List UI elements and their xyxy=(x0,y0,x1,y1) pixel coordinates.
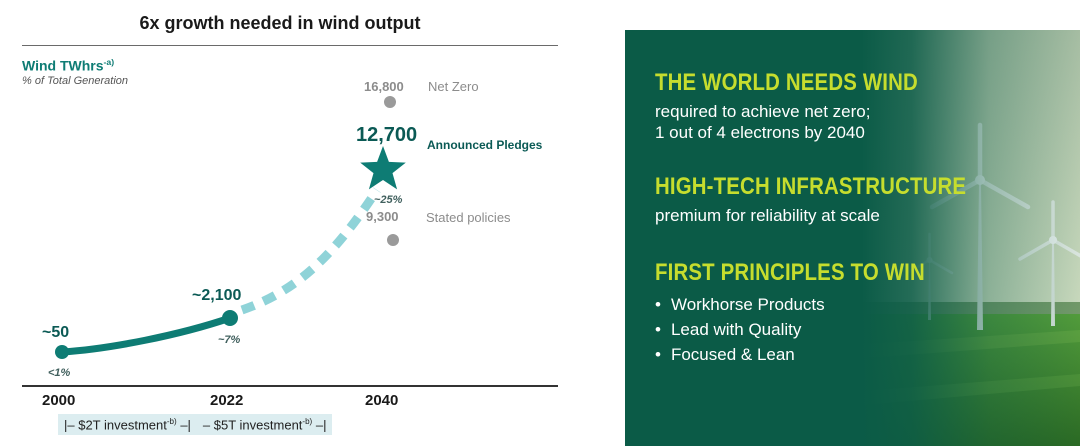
stated-policies-value: 9,300 xyxy=(366,209,399,224)
list-item: • Workhorse Products xyxy=(655,293,1062,318)
section-first-principles: FIRST PRINCIPLES TO WIN • Workhorse Produ… xyxy=(655,260,1062,367)
bracket: –| xyxy=(312,417,327,433)
x-tick-2040: 2040 xyxy=(365,392,399,409)
investment-2t: |– $2T investment-b) –| xyxy=(58,414,197,436)
section-body: required to achieve net zero; 1 out of 4… xyxy=(655,101,1062,144)
investment-annotations: |– $2T investment-b) –| – $5T investment… xyxy=(58,414,333,436)
point-2022-marker xyxy=(222,310,238,326)
stated-policies-marker xyxy=(387,234,399,246)
announced-pledges-value: 12,700 xyxy=(356,124,418,146)
pct-2040: ~25% xyxy=(374,194,403,206)
investment-2t-label: $2T investment xyxy=(78,417,167,433)
pct-2000: <1% xyxy=(48,367,71,379)
bracket: |– xyxy=(64,417,79,433)
x-tick-2000: 2000 xyxy=(42,392,76,409)
section-heading-text: HIGH-TECH INFRASTRUCTURE xyxy=(655,172,967,200)
announced-pledges-label: Announced Pledges xyxy=(427,138,543,152)
bracket: – xyxy=(202,417,214,433)
point-2000-marker xyxy=(55,345,69,359)
bullet-icon: • xyxy=(655,344,661,364)
x-axis-line xyxy=(22,385,558,387)
section-heading: THE WORLD NEEDS WIND xyxy=(655,70,1062,95)
investment-5t-label: $5T investment xyxy=(213,417,303,433)
chart-title: 6x growth needed in wind output xyxy=(139,13,421,33)
bracket: –| xyxy=(176,417,191,433)
key-messages-panel: THE WORLD NEEDS WIND required to achieve… xyxy=(625,30,1080,446)
investment-5t: – $5T investment-b) –| xyxy=(196,414,333,436)
panel-content: THE WORLD NEEDS WIND required to achieve… xyxy=(625,30,1080,446)
body-line: required to achieve net zero; xyxy=(655,102,871,122)
wind-growth-chart: 6x growth needed in wind output Wind TWh… xyxy=(22,13,558,436)
y-axis-label-text: Wind TWhrs xyxy=(22,57,104,74)
section-heading-text: THE WORLD NEEDS WIND xyxy=(655,69,918,96)
principles-list: • Workhorse Products • Lead with Quality •… xyxy=(655,293,1062,367)
x-tick-2022: 2022 xyxy=(210,392,244,409)
section-heading-text: FIRST PRINCIPLES TO WIN xyxy=(655,259,925,287)
list-item: • Lead with Quality xyxy=(655,318,1062,343)
body-line: premium for reliability at scale xyxy=(655,205,880,225)
net-zero-marker xyxy=(384,96,396,108)
list-item: • Focused & Lean xyxy=(655,343,1062,368)
section-body: premium for reliability at scale xyxy=(655,205,1062,226)
green-overlay xyxy=(625,30,1080,446)
y-axis-sublabel: % of Total Generation xyxy=(22,75,128,87)
investment-2t-footnote: -b) xyxy=(166,417,177,426)
net-zero-value: 16,800 xyxy=(364,79,404,94)
list-item-text: Workhorse Products xyxy=(670,295,825,315)
section-heading: FIRST PRINCIPLES TO WIN xyxy=(655,260,1062,285)
projection-dashed-line xyxy=(240,187,381,315)
chart-plot-svg xyxy=(55,96,406,359)
value-2022: ~2,100 xyxy=(192,287,242,304)
investment-5t-footnote: -b) xyxy=(302,417,313,426)
section-high-tech-infrastructure: HIGH-TECH INFRASTRUCTURE premium for rel… xyxy=(655,172,1062,226)
stated-policies-label: Stated policies xyxy=(426,210,511,225)
title-underline xyxy=(22,45,558,46)
historical-line xyxy=(58,314,234,356)
list-item-text: Focused & Lean xyxy=(670,344,795,364)
star-icon xyxy=(360,146,406,190)
net-zero-label: Net Zero xyxy=(428,79,479,94)
section-world-needs-wind: THE WORLD NEEDS WIND required to achieve… xyxy=(655,70,1062,144)
y-axis-label: Wind TWhrs-a) xyxy=(22,57,114,74)
bullet-icon: • xyxy=(655,295,661,315)
pct-2022: ~7% xyxy=(218,334,241,346)
bullet-icon: • xyxy=(655,319,661,339)
value-2000: ~50 xyxy=(42,324,70,341)
section-heading: HIGH-TECH INFRASTRUCTURE xyxy=(655,172,1062,200)
body-line: 1 out of 4 electrons by 2040 xyxy=(655,123,865,143)
y-axis-footnote: -a) xyxy=(103,57,115,67)
list-item-text: Lead with Quality xyxy=(670,319,802,339)
